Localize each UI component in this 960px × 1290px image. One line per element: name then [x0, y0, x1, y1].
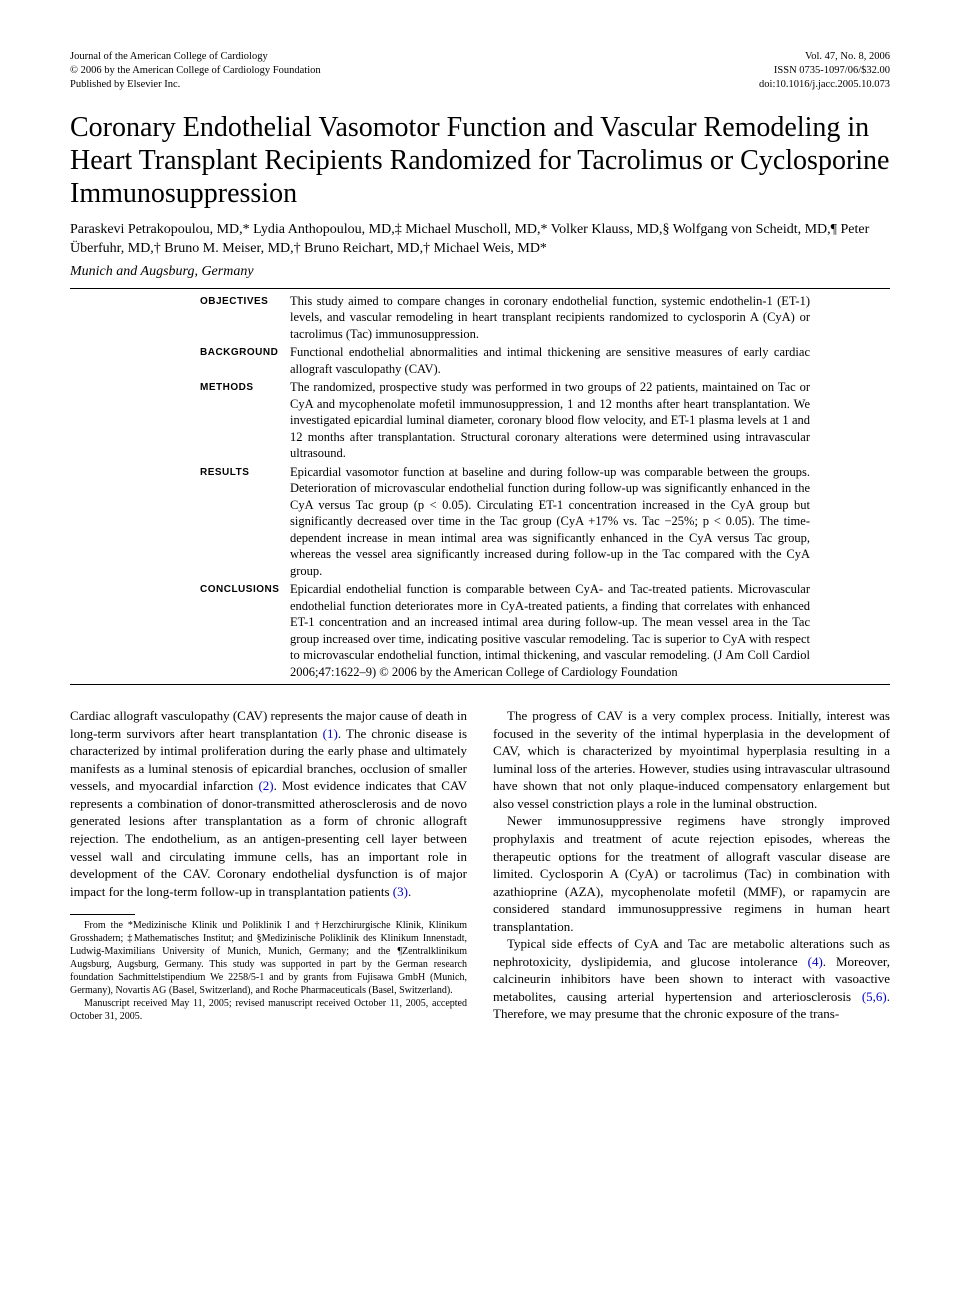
copyright: © 2006 by the American College of Cardio…: [70, 64, 321, 78]
article-title: Coronary Endothelial Vasomotor Function …: [70, 111, 890, 210]
citation-link[interactable]: (4): [808, 954, 823, 969]
doi: doi:10.1016/j.jacc.2005.10.073: [759, 78, 890, 92]
body-paragraph: Typical side effects of CyA and Tac are …: [493, 935, 890, 1023]
abstract-text: Functional endothelial abnormalities and…: [290, 344, 810, 377]
citation-link[interactable]: (3): [393, 884, 408, 899]
body-text: Cardiac allograft vasculopathy (CAV) rep…: [70, 707, 890, 1023]
issn: ISSN 0735-1097/06/$32.00: [759, 64, 890, 78]
running-header: Journal of the American College of Cardi…: [70, 50, 890, 93]
manuscript-dates-footnote: Manuscript received May 11, 2005; revise…: [70, 997, 467, 1023]
abstract-text: This study aimed to compare changes in c…: [290, 293, 810, 343]
abstract-text: Epicardial endothelial function is compa…: [290, 581, 810, 680]
journal-name: Journal of the American College of Cardi…: [70, 50, 321, 64]
body-paragraph: Newer immunosuppressive regimens have st…: [493, 812, 890, 935]
abstract-background: BACKGROUND Functional endothelial abnorm…: [200, 344, 810, 377]
abstract-label: BACKGROUND: [200, 344, 290, 377]
citation-link[interactable]: (5,6): [862, 989, 887, 1004]
body-paragraph: The progress of CAV is a very complex pr…: [493, 707, 890, 812]
left-column: Cardiac allograft vasculopathy (CAV) rep…: [70, 707, 467, 1023]
text-run: . Most evidence indicates that CAV repre…: [70, 778, 467, 898]
rule-below-abstract: [70, 684, 890, 685]
citation-link[interactable]: (1): [323, 726, 338, 741]
issue-info: Vol. 47, No. 8, 2006 ISSN 0735-1097/06/$…: [759, 50, 890, 93]
publisher: Published by Elsevier Inc.: [70, 78, 321, 92]
affiliation-footnote: From the *Medizinische Klinik und Polikl…: [70, 919, 467, 997]
rule-above-abstract: [70, 288, 890, 289]
affiliation: Munich and Augsburg, Germany: [70, 263, 890, 282]
abstract-label: OBJECTIVES: [200, 293, 290, 343]
abstract-text: The randomized, prospective study was pe…: [290, 379, 810, 462]
citation-link[interactable]: (2): [258, 778, 273, 793]
abstract-objectives: OBJECTIVES This study aimed to compare c…: [200, 293, 810, 343]
body-paragraph: Cardiac allograft vasculopathy (CAV) rep…: [70, 707, 467, 900]
right-column: The progress of CAV is a very complex pr…: [493, 707, 890, 1023]
author-list: Paraskevi Petrakopoulou, MD,* Lydia Anth…: [70, 220, 890, 259]
volume-issue: Vol. 47, No. 8, 2006: [759, 50, 890, 64]
abstract-conclusions: CONCLUSIONS Epicardial endothelial funct…: [200, 581, 810, 680]
abstract-text: Epicardial vasomotor function at baselin…: [290, 464, 810, 580]
text-run: .: [408, 884, 411, 899]
abstract-methods: METHODS The randomized, prospective stud…: [200, 379, 810, 462]
abstract-label: RESULTS: [200, 464, 290, 580]
abstract-label: METHODS: [200, 379, 290, 462]
abstract-label: CONCLUSIONS: [200, 581, 290, 680]
footnote-rule: [70, 914, 135, 915]
journal-info: Journal of the American College of Cardi…: [70, 50, 321, 93]
structured-abstract: OBJECTIVES This study aimed to compare c…: [200, 293, 810, 681]
abstract-results: RESULTS Epicardial vasomotor function at…: [200, 464, 810, 580]
